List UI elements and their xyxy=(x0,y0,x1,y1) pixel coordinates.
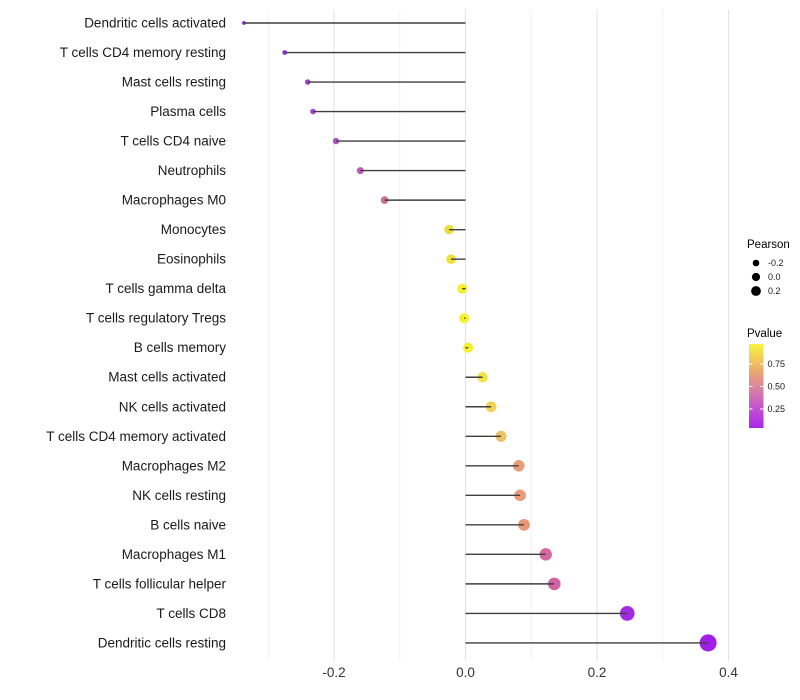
category-label: T cells CD4 memory resting xyxy=(60,45,226,60)
lollipop-row xyxy=(332,137,466,145)
lollipop-row xyxy=(242,21,466,25)
legend-size-dot xyxy=(751,272,761,282)
category-label: T cells follicular helper xyxy=(93,576,227,591)
lollipop-row xyxy=(465,460,525,472)
category-label: Dendritic cells activated xyxy=(84,16,226,31)
colorbar-tick-label: 0.75 xyxy=(768,359,786,369)
legend-size-dot xyxy=(752,259,760,267)
legend-size-label: -0.2 xyxy=(768,258,784,268)
lollipop-row xyxy=(380,196,466,204)
legend-size-label: 0.2 xyxy=(768,286,781,296)
x-tick-label: 0.0 xyxy=(456,665,475,680)
lollipop-row xyxy=(457,283,468,294)
category-label: T cells CD4 memory activated xyxy=(46,429,226,444)
lollipop-row xyxy=(465,606,635,621)
category-label: Monocytes xyxy=(161,222,227,237)
category-label: B cells naive xyxy=(150,517,226,532)
lollipop-row xyxy=(282,50,466,55)
category-label: Macrophages M0 xyxy=(122,193,226,208)
lollipop-row xyxy=(465,489,526,502)
category-label: Eosinophils xyxy=(157,252,226,267)
category-label: Mast cells resting xyxy=(122,75,226,90)
colorbar-tick-label: 0.50 xyxy=(768,382,786,392)
lollipop-row xyxy=(465,430,507,442)
lollipop-row xyxy=(356,167,466,175)
lollipop-row xyxy=(304,79,466,85)
chart-legend: Pearson -0.2 0.0 0.2 Pvalue 0.75 0.50 0.25 xyxy=(747,239,790,428)
data-point xyxy=(699,634,717,652)
category-label: NK cells activated xyxy=(119,399,226,414)
category-label: Macrophages M2 xyxy=(122,458,226,473)
lollipop-row xyxy=(463,342,474,353)
lollipop-row xyxy=(465,518,530,531)
x-tick-label: -0.2 xyxy=(322,665,345,680)
category-label: T cells CD4 naive xyxy=(120,134,226,149)
gridlines xyxy=(267,10,730,661)
lollipop-row xyxy=(465,577,561,591)
legend-title-pvalue: Pvalue xyxy=(747,328,782,340)
lollipop-row xyxy=(465,634,717,652)
colorbar-tick-label: 0.25 xyxy=(768,404,786,414)
data-point xyxy=(457,283,468,294)
chart-rows xyxy=(242,21,717,652)
legend-size-dot xyxy=(751,286,761,296)
lollipop-row xyxy=(465,371,488,383)
legend-title-pearson: Pearson xyxy=(747,239,790,251)
category-label: B cells memory xyxy=(134,340,227,355)
category-label: Mast cells activated xyxy=(108,370,226,385)
lollipop-row xyxy=(459,313,470,324)
category-label: Plasma cells xyxy=(150,104,226,119)
legend-size-label: 0.0 xyxy=(768,272,781,282)
lollipop-row xyxy=(446,254,466,264)
x-tick-label: 0.2 xyxy=(588,665,607,680)
x-tick-label: 0.4 xyxy=(719,665,738,680)
category-label: Dendritic cells resting xyxy=(98,635,226,650)
category-label: Neutrophils xyxy=(158,163,227,178)
category-label: T cells gamma delta xyxy=(105,281,226,296)
lollipop-row xyxy=(310,108,466,115)
category-labels: Dendritic cells activated T cells CD4 mem… xyxy=(46,16,226,651)
category-label: T cells CD8 xyxy=(156,606,226,621)
category-label: Macrophages M1 xyxy=(122,547,226,562)
category-label: NK cells resting xyxy=(132,488,226,503)
x-axis-tick-labels: -0.2 0.0 0.2 0.4 xyxy=(322,665,738,680)
pvalue-colorbar xyxy=(749,344,764,428)
lollipop-row xyxy=(444,224,466,235)
lollipop-row xyxy=(465,401,497,413)
category-label: T cells regulatory Tregs xyxy=(86,311,226,326)
lollipop-row xyxy=(465,548,552,561)
